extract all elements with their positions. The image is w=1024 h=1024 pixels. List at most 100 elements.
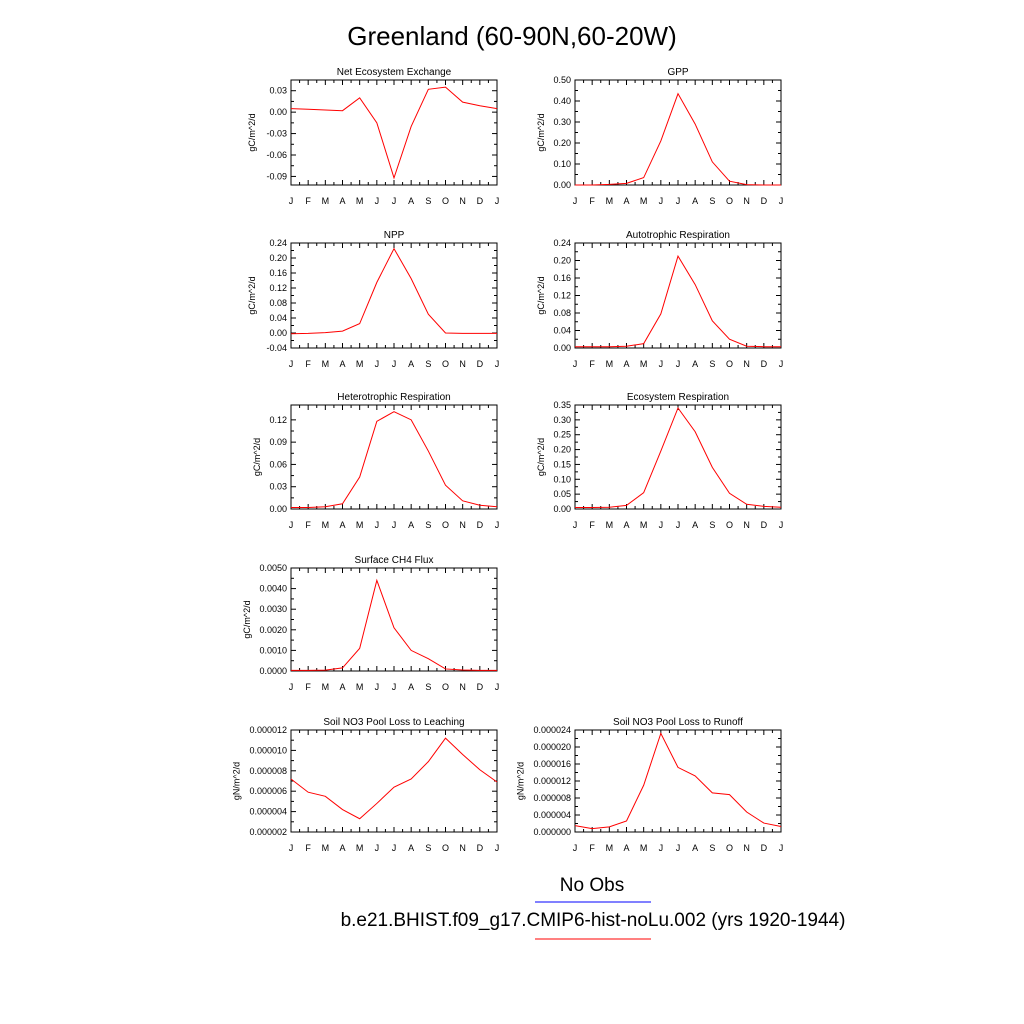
x-tick-label: A xyxy=(339,843,345,853)
x-tick-label: J xyxy=(392,843,397,853)
y-tick-label: 0.00 xyxy=(553,343,571,353)
x-tick-label: M xyxy=(640,196,648,206)
x-tick-label: A xyxy=(339,359,345,369)
x-tick-label: O xyxy=(442,682,449,692)
x-tick-label: S xyxy=(709,520,715,530)
x-tick-label: J xyxy=(289,196,294,206)
y-axis-label: gC/m^2/d xyxy=(252,438,262,476)
x-tick-label: O xyxy=(442,196,449,206)
x-tick-label: J xyxy=(573,196,578,206)
x-tick-label: D xyxy=(761,196,768,206)
panel-title: Autotrophic Respiration xyxy=(626,230,730,241)
series-line xyxy=(575,92,781,186)
x-tick-label: D xyxy=(477,520,484,530)
x-tick-label: D xyxy=(761,520,768,530)
y-tick-label: 0.00 xyxy=(269,107,287,117)
x-tick-label: J xyxy=(495,843,500,853)
series-line xyxy=(290,737,498,820)
x-tick-label: O xyxy=(442,843,449,853)
y-tick-label: 0.000008 xyxy=(249,766,287,776)
legend-model-label: b.e21.BHIST.f09_g17.CMIP6-hist-noLu.002 … xyxy=(341,910,846,931)
y-tick-label: 0.000010 xyxy=(249,745,287,755)
y-tick-label: 0.05 xyxy=(553,489,571,499)
y-tick-label: 0.20 xyxy=(269,253,287,263)
x-tick-label: J xyxy=(375,682,380,692)
series-line xyxy=(290,247,497,335)
x-tick-label: D xyxy=(477,196,484,206)
panel-title: Heterotrophic Respiration xyxy=(337,392,450,403)
plot-frame xyxy=(290,242,498,349)
x-tick-label: A xyxy=(623,196,629,206)
x-tick-label: J xyxy=(676,196,681,206)
x-tick-label: J xyxy=(375,196,380,206)
y-tick-label: 0.00 xyxy=(269,328,287,338)
y-tick-label: 0.0040 xyxy=(259,584,287,594)
x-tick-label: J xyxy=(779,196,784,206)
x-tick-label: O xyxy=(726,196,733,206)
y-tick-label: 0.000004 xyxy=(249,807,287,817)
x-tick-label: J xyxy=(495,359,500,369)
y-tick-label: 0.00 xyxy=(269,504,287,514)
y-tick-label: 0.08 xyxy=(553,308,571,318)
x-tick-label: M xyxy=(322,843,330,853)
y-tick-label: 0.00 xyxy=(553,180,571,190)
x-tick-label: J xyxy=(392,682,397,692)
plot-frame xyxy=(574,729,782,833)
x-tick-label: M xyxy=(322,520,330,530)
legend: No Obs b.e21.BHIST.f09_g17.CMIP6-hist-no… xyxy=(341,875,846,940)
y-tick-label: -0.06 xyxy=(266,150,287,160)
y-tick-label: 0.12 xyxy=(553,291,571,301)
x-tick-label: A xyxy=(408,682,414,692)
x-tick-label: J xyxy=(495,682,500,692)
x-tick-label: F xyxy=(305,196,311,206)
y-tick-label: 0.40 xyxy=(553,96,571,106)
x-tick-label: J xyxy=(779,843,784,853)
x-tick-label: J xyxy=(375,520,380,530)
y-tick-label: 0.000006 xyxy=(249,786,287,796)
y-tick-label: 0.12 xyxy=(269,283,287,293)
y-tick-label: -0.04 xyxy=(266,343,287,353)
y-tick-label: 0.24 xyxy=(269,238,287,248)
x-tick-label: J xyxy=(676,359,681,369)
x-tick-label: D xyxy=(477,682,484,692)
x-tick-label: S xyxy=(709,359,715,369)
y-tick-label: 0.50 xyxy=(553,75,571,85)
x-tick-label: N xyxy=(459,359,466,369)
plot-frame xyxy=(574,242,782,349)
x-tick-label: A xyxy=(692,843,698,853)
x-tick-label: M xyxy=(640,520,648,530)
y-tick-label: 0.000008 xyxy=(533,793,571,803)
legend-obs-label: No Obs xyxy=(560,875,624,896)
y-tick-label: 0.20 xyxy=(553,445,571,455)
series-line xyxy=(575,254,781,348)
plot-frame xyxy=(574,79,782,186)
x-tick-label: M xyxy=(606,843,614,853)
y-tick-label: 0.16 xyxy=(553,273,571,283)
plot-frame xyxy=(290,729,498,833)
y-tick-label: 0.03 xyxy=(269,86,287,96)
x-tick-label: J xyxy=(289,843,294,853)
x-tick-label: M xyxy=(606,196,614,206)
y-axis-label: gC/m^2/d xyxy=(242,600,252,638)
x-tick-label: A xyxy=(408,359,414,369)
x-tick-label: A xyxy=(339,196,345,206)
x-tick-label: S xyxy=(425,682,431,692)
x-tick-label: F xyxy=(305,682,311,692)
x-tick-label: F xyxy=(305,359,311,369)
y-tick-label: 0.0010 xyxy=(259,645,287,655)
panel-title: GPP xyxy=(667,67,688,78)
plot-frame xyxy=(290,404,498,510)
panel-title: Net Ecosystem Exchange xyxy=(337,67,452,78)
x-tick-label: N xyxy=(743,359,750,369)
y-tick-label: 0.00 xyxy=(553,504,571,514)
series-line xyxy=(291,411,498,509)
y-tick-label: 0.16 xyxy=(269,268,287,278)
y-tick-label: 0.000012 xyxy=(533,776,571,786)
x-tick-label: A xyxy=(408,843,414,853)
